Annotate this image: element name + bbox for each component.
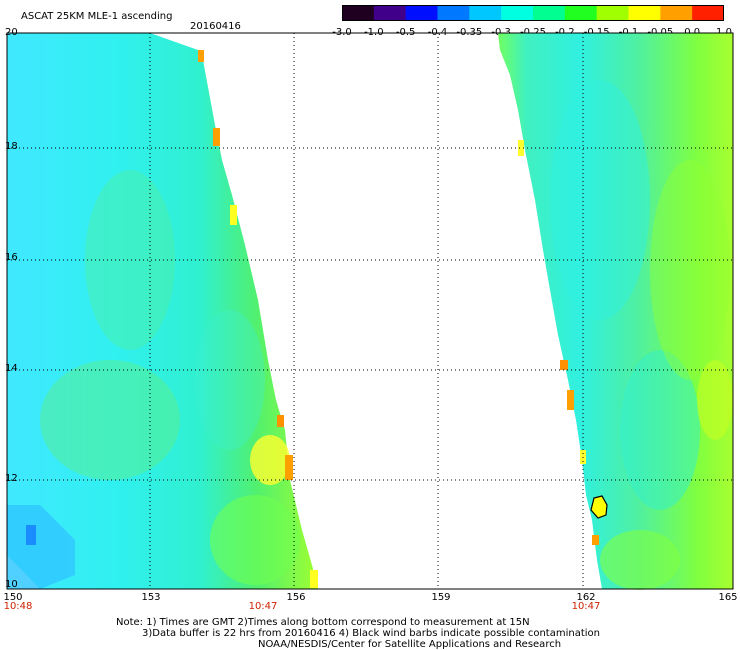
note-line-3: NOAA/NESDIS/Center for Satellite Applica… <box>258 639 562 650</box>
note-line-1: Note: 1) Times are GMT 2)Times along bot… <box>116 617 530 628</box>
lat-label-18: 18 <box>5 141 18 152</box>
colorbar-segment <box>469 5 502 21</box>
time-label-right: 10:47 <box>571 601 601 612</box>
swath-left <box>7 33 318 589</box>
colorbar-segment <box>373 5 407 21</box>
map-grid <box>7 33 733 589</box>
colorbar-segment <box>437 5 470 21</box>
lat-label-14: 14 <box>5 363 18 374</box>
lon-label-159: 159 <box>431 592 451 603</box>
time-label-middle: 10:47 <box>248 601 278 612</box>
colorbar-segment <box>660 5 693 21</box>
colorbar-segment <box>692 5 724 21</box>
colorbar-segment <box>501 5 534 21</box>
colorbar-segment <box>628 5 661 21</box>
colorbar-segment <box>564 5 598 21</box>
title-text: ASCAT 25KM MLE-1 ascending <box>21 11 173 22</box>
lat-label-12: 12 <box>5 473 18 484</box>
lon-label-153: 153 <box>141 592 161 603</box>
lon-label-162: 162 <box>576 592 596 603</box>
colorbar <box>342 5 724 21</box>
lat-label-16: 16 <box>5 252 18 263</box>
time-label-left: 10:48 <box>3 601 33 612</box>
colorbar-segment <box>405 5 439 21</box>
lon-label-156: 156 <box>286 592 306 603</box>
lon-label-150: 150 <box>3 592 23 603</box>
map-frame <box>6 32 734 590</box>
colorbar-segment <box>342 5 375 21</box>
colorbar-segment <box>533 5 566 21</box>
lat-label-20: 20 <box>5 27 18 38</box>
date-text: 20160416 <box>190 21 241 32</box>
lat-label-10: 10 <box>5 579 18 590</box>
note-line-2: 3)Data buffer is 22 hrs from 20160416 4)… <box>142 628 600 639</box>
lon-label-165: 165 <box>718 592 738 603</box>
colorbar-segment <box>596 5 630 21</box>
swath-right <box>498 33 733 590</box>
